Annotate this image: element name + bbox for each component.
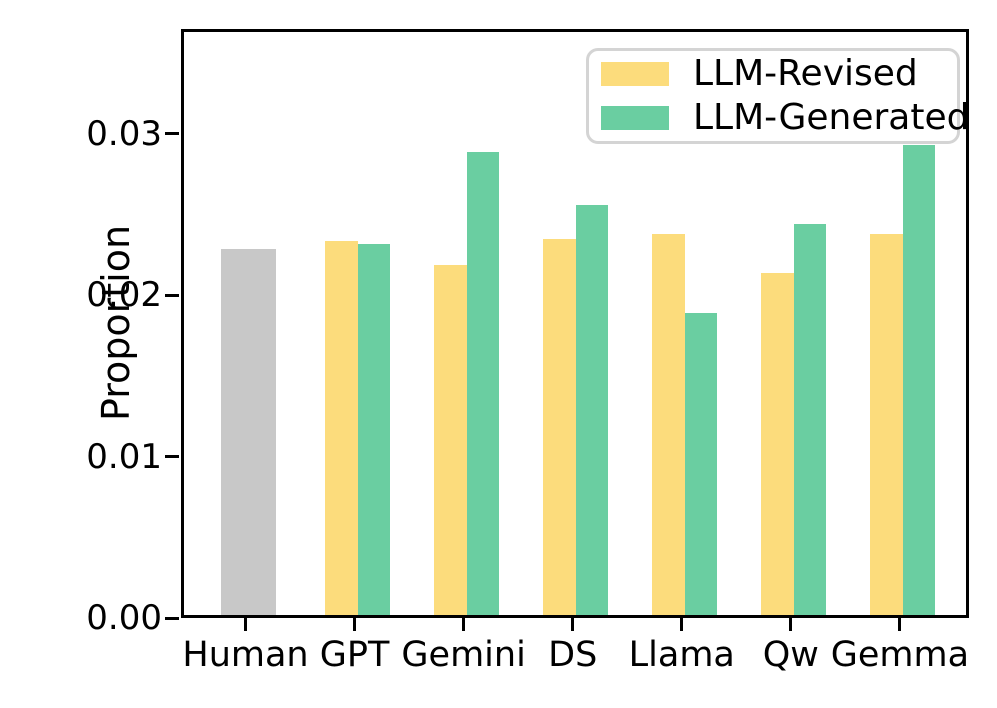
y-tick-label: 0.03 bbox=[86, 113, 162, 154]
bar-llm-generated-ds bbox=[575, 205, 609, 615]
bar-llm-revised-gpt bbox=[325, 241, 358, 615]
x-tick-mark bbox=[353, 618, 357, 631]
bar-llm-generated-llama bbox=[684, 313, 718, 615]
x-tick-label-llama: Llama bbox=[628, 635, 735, 675]
bar-llm-generated-gemma bbox=[902, 145, 936, 615]
x-tick-mark bbox=[789, 618, 793, 631]
x-tick-label-human: Human bbox=[182, 635, 309, 675]
bar-llm-revised-llama bbox=[652, 234, 685, 615]
y-tick-label: 0.00 bbox=[86, 598, 162, 638]
bar-llm-generated-gemini bbox=[466, 152, 500, 615]
plot-area: LLM-Revised LLM-Generated bbox=[181, 29, 969, 618]
x-tick-label-gemma: Gemma bbox=[830, 635, 970, 675]
bar-llm-revised-gemini bbox=[434, 265, 467, 615]
legend-swatch-llm-revised bbox=[601, 62, 669, 86]
x-tick-mark bbox=[680, 618, 684, 631]
legend-row: LLM-Revised bbox=[601, 56, 945, 92]
y-tick-mark bbox=[165, 132, 179, 136]
y-tick-mark bbox=[165, 616, 179, 620]
x-tick-label-qw: Qw bbox=[762, 635, 819, 675]
bar-llm-revised-qw bbox=[761, 273, 794, 615]
legend-label-llm-generated: LLM-Generated bbox=[693, 97, 970, 138]
x-tick-mark bbox=[571, 618, 575, 631]
x-tick-label-ds: DS bbox=[548, 635, 598, 675]
legend-label-llm-revised: LLM-Revised bbox=[693, 53, 918, 94]
x-tick-mark bbox=[244, 618, 247, 631]
y-tick-mark bbox=[165, 455, 179, 459]
bar-llm-revised-ds bbox=[543, 239, 576, 615]
y-tick-label: 0.02 bbox=[86, 275, 162, 316]
x-tick-mark bbox=[462, 618, 466, 631]
legend-row: LLM-Generated bbox=[601, 100, 969, 136]
y-axis-label: Proportion bbox=[94, 224, 139, 422]
y-tick-label: 0.01 bbox=[86, 436, 162, 477]
bar-human bbox=[221, 249, 276, 615]
bar-llm-revised-gemma bbox=[870, 234, 903, 615]
bar-llm-generated-gpt bbox=[357, 244, 391, 615]
bar-llm-generated-qw bbox=[793, 224, 827, 615]
legend-swatch-llm-generated bbox=[601, 106, 669, 130]
x-tick-mark bbox=[898, 618, 902, 631]
x-tick-label-gpt: GPT bbox=[319, 635, 390, 675]
x-tick-label-gemini: Gemini bbox=[401, 635, 526, 675]
legend: LLM-Revised LLM-Generated bbox=[586, 48, 969, 144]
y-tick-mark bbox=[165, 293, 179, 297]
